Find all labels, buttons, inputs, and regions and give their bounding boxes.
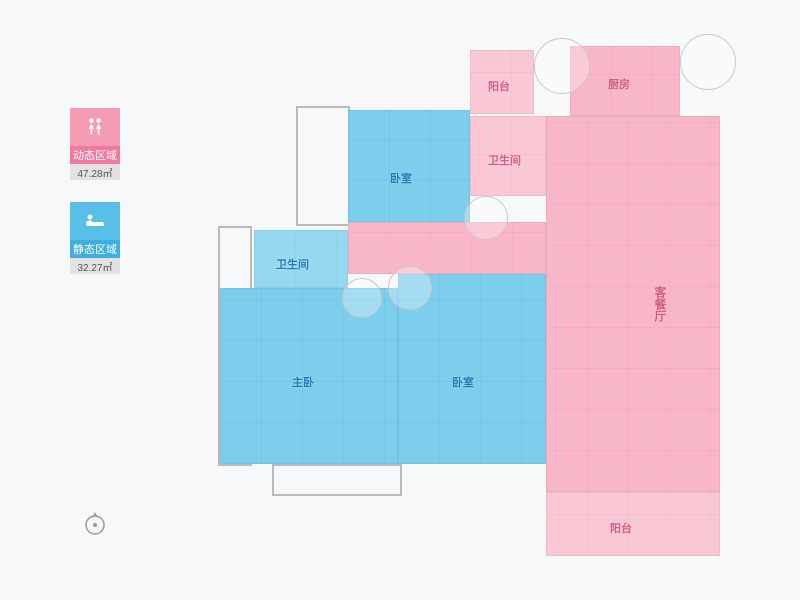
door-arc	[464, 196, 508, 240]
compass-icon	[82, 510, 108, 536]
room-label-bedroom3: 卧室	[452, 374, 474, 390]
room-label-master: 主卧	[292, 374, 314, 390]
legend-static: 静态区域 32.27㎡	[70, 202, 120, 274]
door-arc	[342, 278, 382, 318]
room-balcony2	[546, 492, 720, 556]
room-label-balcony1: 阳台	[488, 78, 510, 94]
wall-outline	[272, 464, 402, 496]
legend-dynamic-icon	[70, 108, 120, 146]
door-arc	[680, 34, 736, 90]
door-arc	[534, 38, 590, 94]
room-label-balcony2: 阳台	[610, 520, 632, 536]
floorplan: 厨房阳台客餐厅卫生间卧室卫生间主卧卧室阳台	[210, 28, 750, 568]
room-living	[546, 116, 720, 492]
room-label-living: 客餐厅	[652, 286, 669, 322]
legend-dynamic-value: 47.28㎡	[70, 164, 120, 180]
door-arc	[388, 266, 432, 310]
wall-outline	[296, 106, 350, 226]
legend-static-icon	[70, 202, 120, 240]
legend-dynamic: 动态区域 47.28㎡	[70, 108, 120, 180]
room-label-bath1: 卫生间	[488, 152, 521, 168]
room-label-bedroom2: 卧室	[390, 170, 412, 186]
legend-dynamic-label: 动态区域	[70, 146, 120, 164]
room-label-bath2: 卫生间	[276, 256, 309, 272]
room-label-kitchen: 厨房	[608, 76, 630, 92]
room-hall	[348, 222, 546, 274]
room-bedroom2	[348, 110, 470, 222]
legend-static-label: 静态区域	[70, 240, 120, 258]
legend-static-value: 32.27㎡	[70, 258, 120, 274]
legend: 动态区域 47.28㎡ 静态区域 32.27㎡	[70, 108, 120, 296]
